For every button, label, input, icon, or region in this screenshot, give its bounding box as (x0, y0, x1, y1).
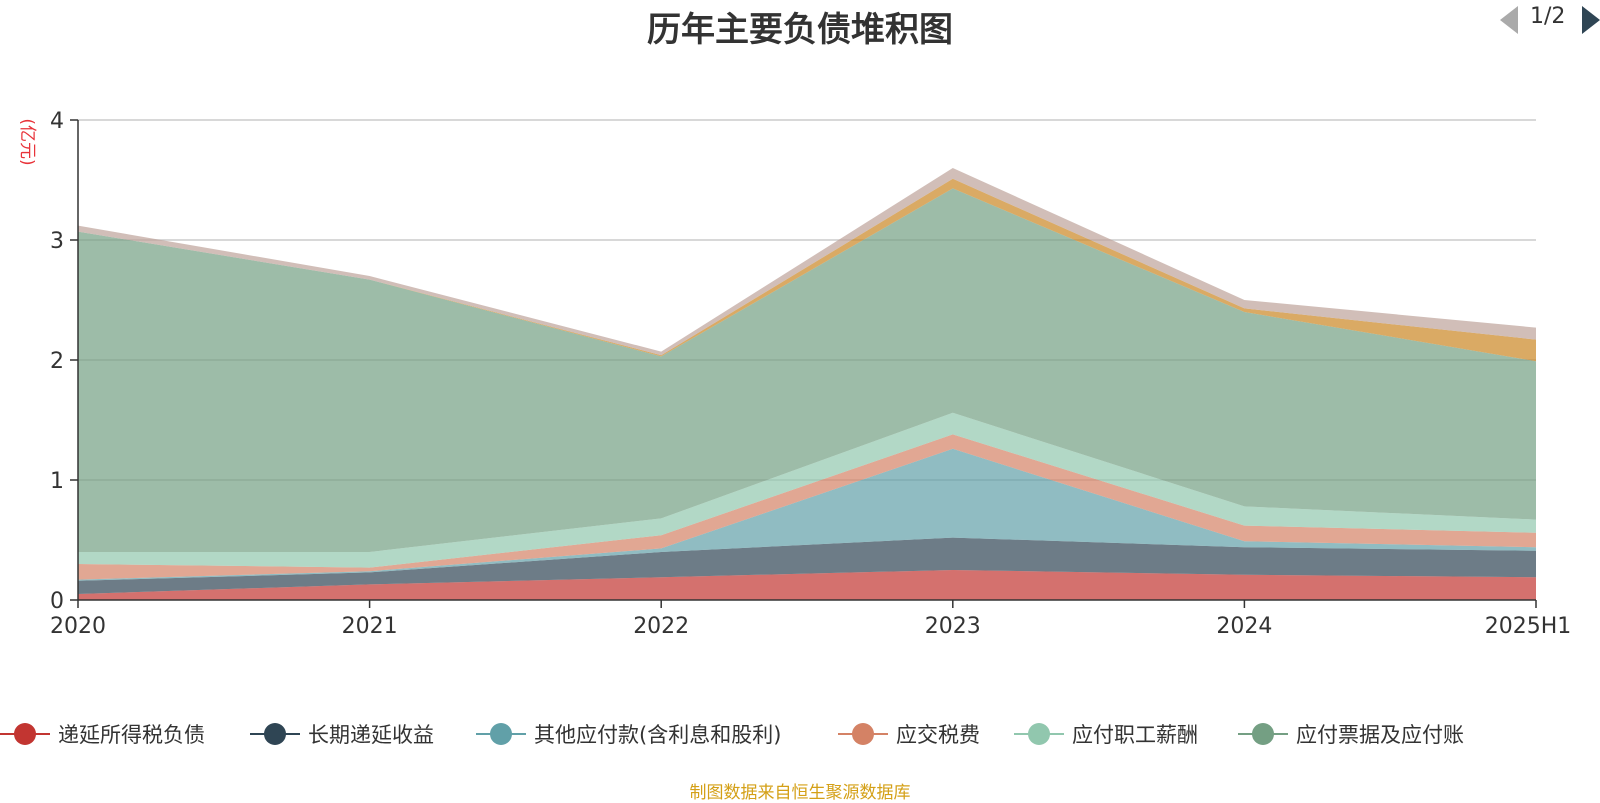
x-tick-label: 2021 (342, 614, 398, 639)
legend-item[interactable]: 应交税费 (838, 716, 980, 752)
x-tick-label: 2025H1 (1485, 614, 1572, 639)
legend-label: 应付票据及应付账 (1296, 723, 1464, 747)
axes: 0 1 2 3 4 2020 2021 2022 2023 2024 2025H1 (50, 109, 1571, 639)
source-note: 制图数据来自恒生聚源数据库 (689, 783, 911, 803)
y-tick-label: 3 (50, 229, 64, 254)
legend-prev-page-button[interactable] (1500, 6, 1518, 34)
legend-symbol-icon (476, 716, 526, 752)
legend-label: 应交税费 (896, 723, 980, 747)
area-series-5 (78, 188, 1536, 552)
legend-label: 长期递延收益 (308, 723, 434, 747)
legend-next-page-button[interactable] (1582, 6, 1600, 34)
legend-item[interactable]: 其他应付款(含利息和股利) (476, 716, 781, 752)
legend-symbol-icon (0, 716, 50, 752)
chart-title: 历年主要负债堆积图 (647, 10, 953, 50)
legend-label: 递延所得税负债 (58, 723, 205, 747)
area-series-2 (78, 448, 1536, 581)
x-tick-label: 2023 (925, 614, 981, 639)
legend: 递延所得税负债 长期递延收益 其他应付款(含利息和股利) 应交税费 应付职工薪酬 应付票据… (0, 716, 1600, 756)
x-tick-label: 2024 (1216, 614, 1272, 639)
legend-item[interactable]: 应付票据及应付账 (1238, 716, 1464, 752)
area-series-6 (78, 178, 1536, 362)
legend-item[interactable]: 应付职工薪酬 (1014, 716, 1198, 752)
legend-item[interactable]: 递延所得税负债 (0, 716, 205, 752)
y-tick-label: 1 (50, 469, 64, 494)
area-series-7 (78, 168, 1536, 356)
legend-item[interactable]: 长期递延收益 (250, 716, 434, 752)
area-series-4 (78, 412, 1536, 568)
y-axis-label: (亿元) (17, 118, 37, 165)
chart-plot: 0 1 2 3 4 2020 2021 2022 2023 2024 2025H1 (亿元) (17, 109, 1571, 639)
y-tick-label: 2 (50, 349, 64, 374)
legend-label: 应付职工薪酬 (1072, 723, 1198, 747)
legend-label: 其他应付款(含利息和股利) (534, 723, 782, 747)
legend-page-indicator: 1/2 (1530, 4, 1566, 29)
legend-pager: 1/2 (1500, 0, 1600, 40)
y-tick-label: 4 (50, 109, 64, 134)
area-series-1 (78, 537, 1536, 594)
x-tick-label: 2022 (633, 614, 689, 639)
legend-symbol-icon (250, 716, 300, 752)
y-tick-label: 0 (50, 589, 64, 614)
stacked-areas (78, 168, 1536, 600)
legend-symbol-icon (838, 716, 888, 752)
area-series-0 (78, 570, 1536, 600)
legend-symbol-icon (1238, 716, 1288, 752)
x-tick-label: 2020 (50, 614, 106, 639)
legend-symbol-icon (1014, 716, 1064, 752)
